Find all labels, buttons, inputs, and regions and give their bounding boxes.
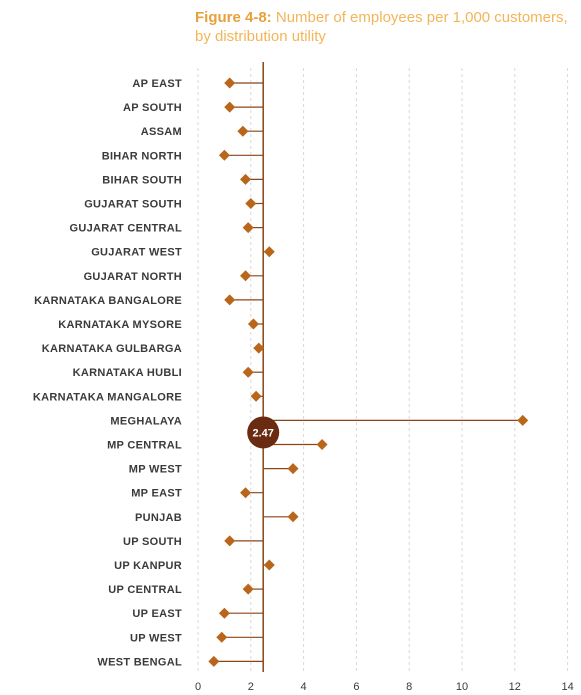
data-marker-diamond — [263, 246, 275, 258]
category-label: BIHAR SOUTH — [102, 174, 182, 186]
data-marker-diamond — [242, 222, 254, 234]
data-marker-diamond — [242, 366, 254, 378]
data-marker-diamond — [216, 631, 228, 643]
category-label: AP SOUTH — [123, 102, 182, 114]
data-marker-diamond — [224, 294, 236, 306]
category-label: AP EAST — [132, 78, 182, 90]
gridlines — [197, 68, 569, 672]
category-label: UP SOUTH — [123, 536, 182, 548]
data-marker-diamond — [316, 439, 328, 450]
category-label: KARNATAKA MYSORE — [58, 319, 182, 331]
average-circle — [247, 416, 280, 449]
data-marker-diamond — [250, 390, 262, 402]
x-tick-label: 14 — [561, 681, 573, 693]
data-marker-diamond — [208, 655, 220, 667]
category-label: GUJARAT WEST — [91, 247, 182, 259]
data-marker-diamond — [287, 511, 299, 523]
data-marker-diamond — [287, 463, 299, 475]
x-tick-label: 12 — [509, 681, 521, 693]
data-marker-diamond — [240, 173, 252, 185]
data-marker-diamond — [242, 583, 254, 595]
average-value-label: 2.47 — [252, 427, 273, 439]
category-label: UP EAST — [132, 608, 182, 620]
category-label: WEST BENGAL — [97, 656, 182, 668]
category-label: MP EAST — [131, 488, 182, 500]
category-label: UP WEST — [130, 632, 182, 644]
category-label: GUJARAT CENTRAL — [70, 223, 182, 235]
category-label: KARNATAKA BANGALORE — [34, 295, 182, 307]
data-markers — [208, 77, 529, 667]
category-label: PUNJAB — [135, 512, 182, 524]
category-label: BIHAR NORTH — [102, 150, 182, 162]
data-marker-diamond — [237, 125, 249, 137]
data-marker-diamond — [218, 149, 230, 161]
category-label: UP KANPUR — [114, 560, 182, 572]
x-tick-label: 6 — [353, 681, 359, 693]
category-label: GUJARAT SOUTH — [84, 199, 182, 211]
chart-title: Figure 4-8: Number of employees per 1,00… — [195, 8, 575, 46]
x-tick-label: 4 — [301, 681, 307, 693]
data-marker-diamond — [263, 559, 275, 571]
category-label: ASSAM — [141, 126, 182, 138]
data-marker-diamond — [245, 198, 257, 209]
data-marker-diamond — [224, 535, 236, 547]
data-marker-diamond — [224, 77, 236, 89]
figure-number: Figure 4-8: — [195, 9, 272, 26]
x-axis-ticks: 0 2 4 6 8 10 12 14 — [195, 681, 574, 693]
average-badge: 2.47 — [247, 416, 280, 449]
category-label: MP WEST — [129, 464, 182, 476]
x-tick-label: 10 — [456, 681, 468, 693]
data-marker-diamond — [218, 607, 230, 619]
category-labels: AP EAST AP SOUTH ASSAM BIHAR NORTH BIHAR SOU… — [33, 78, 182, 668]
category-label: MP CENTRAL — [107, 440, 182, 452]
category-label: KARNATAKA HUBLI — [73, 367, 182, 379]
category-label: KARNATAKA GULBARGA — [42, 343, 182, 355]
category-label: KARNATAKA MANGALORE — [33, 391, 182, 403]
x-tick-label: 8 — [406, 681, 412, 693]
category-label: UP CENTRAL — [108, 584, 182, 596]
lollipop-stems — [213, 82, 523, 663]
category-label: MEGHALAYA — [110, 415, 182, 427]
x-tick-label: 0 — [195, 681, 201, 693]
data-marker-diamond — [247, 318, 259, 330]
category-label: GUJARAT NORTH — [84, 271, 182, 283]
data-marker-diamond — [240, 270, 252, 282]
data-marker-diamond — [253, 342, 265, 354]
data-marker-diamond — [517, 414, 529, 426]
data-marker-diamond — [224, 101, 236, 113]
x-tick-label: 2 — [248, 681, 254, 693]
data-marker-diamond — [240, 487, 252, 499]
figure-caption: Number of employees per 1,000 customers,… — [195, 9, 568, 45]
